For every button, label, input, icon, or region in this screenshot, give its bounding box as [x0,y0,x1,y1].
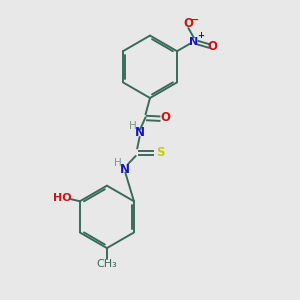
Text: +: + [197,31,204,40]
Text: N: N [135,126,145,139]
Text: CH₃: CH₃ [97,259,117,269]
Text: O: O [207,40,217,53]
Text: S: S [156,146,165,160]
Text: N: N [189,37,198,46]
Text: H: H [114,158,122,168]
Text: O: O [183,17,194,30]
Text: N: N [120,163,130,176]
Text: −: − [190,14,199,25]
Text: H: H [129,121,136,131]
Text: HO: HO [53,193,72,203]
Text: O: O [161,111,171,124]
